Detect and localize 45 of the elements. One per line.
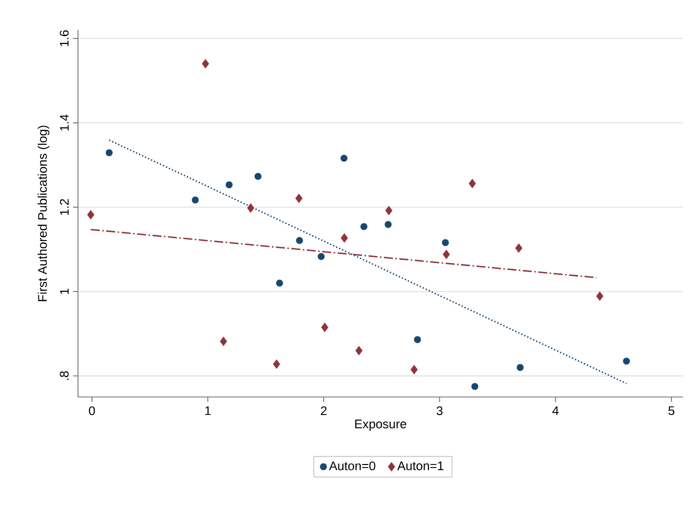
point: [225, 181, 233, 189]
point: [468, 178, 476, 189]
legend-label: Auton=0: [329, 461, 376, 470]
point: [442, 238, 450, 246]
point: [272, 358, 280, 370]
y-tick-label: 1: [60, 288, 69, 294]
point: [246, 202, 255, 214]
point: [622, 357, 630, 365]
point: [254, 172, 262, 180]
x-tick-label: 1: [205, 406, 211, 415]
point: [384, 205, 393, 216]
x-tick-label: 5: [668, 406, 674, 416]
x-tick-label: 2: [320, 406, 327, 416]
point: [360, 222, 368, 230]
legend-label: Auton=1: [397, 462, 444, 470]
point: [105, 149, 113, 157]
point: [414, 336, 422, 344]
point: [276, 279, 284, 287]
x-axis-title: Exposure: [355, 420, 406, 431]
y-tick-label: .8: [60, 371, 69, 380]
point: [320, 322, 329, 333]
point: [296, 236, 304, 244]
point: [410, 364, 418, 375]
point: [355, 345, 363, 356]
y-tick-label: 1.4: [60, 114, 69, 131]
point: [295, 193, 303, 204]
point: [516, 364, 524, 372]
point: [202, 58, 210, 69]
x-tick-label: 0: [88, 406, 95, 416]
point: [317, 252, 325, 260]
point: [384, 220, 392, 228]
point: [340, 232, 348, 244]
y-tick-label: 1.2: [60, 199, 69, 215]
x-tick-label: 3: [436, 406, 443, 416]
point: [340, 154, 348, 162]
y-axis-title: First Authored Publications (log): [38, 126, 50, 302]
point: [220, 336, 228, 346]
point: [86, 210, 95, 220]
point: [192, 196, 200, 204]
point: [596, 291, 604, 302]
x-tick-label: 4: [552, 406, 559, 415]
point: [442, 249, 450, 260]
point: [471, 382, 479, 390]
y-tick-label: 1.6: [60, 30, 69, 46]
point: [514, 242, 523, 254]
